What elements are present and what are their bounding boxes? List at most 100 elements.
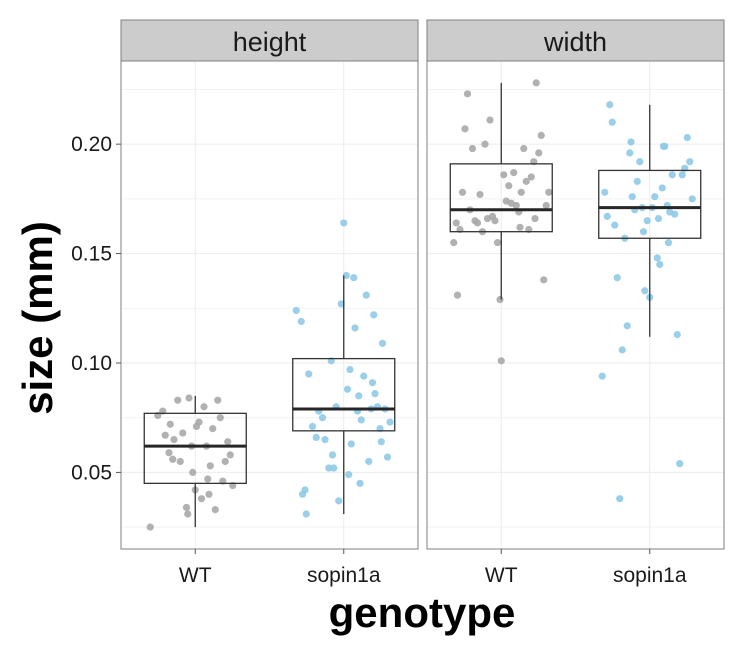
x-tick-label-height-sopin1a: sopin1a [307,564,381,587]
data-point-height-sopin1a [362,291,370,299]
data-point-height-wt [204,475,212,483]
data-point-height-wt [184,510,192,518]
data-point-height-sopin1a [292,306,300,315]
panel-border-width [426,60,725,550]
data-point-width-sopin1a [658,184,666,192]
data-point-height-wt [166,420,174,428]
panel-border-height [120,60,419,550]
data-point-height-wt [169,455,177,463]
data-point-height-sopin1a [378,339,387,347]
data-point-width-wt [497,357,505,365]
data-point-height-sopin1a [351,324,359,332]
data-point-height-wt [197,495,206,503]
data-point-height-sopin1a [345,470,353,479]
strip-width [426,19,725,62]
data-point-width-wt [461,125,469,133]
data-point-width-sopin1a [683,133,691,142]
data-point-height-wt [182,503,191,512]
data-point-height-wt [161,431,169,439]
data-point-height-wt [216,414,224,422]
data-point-height-sopin1a [318,414,327,422]
data-point-height-wt [214,396,222,404]
data-point-width-wt [500,171,508,179]
data-point-height-sopin1a [325,464,333,472]
x-axis-title: genotype [329,589,516,636]
strip-height [120,19,419,62]
panel-height: height [120,19,419,550]
data-point-width-sopin1a [676,460,684,468]
data-point-height-wt [165,449,173,457]
y-axis: 0.05 0.10 0.15 0.20 [71,133,121,484]
data-point-height-sopin1a [312,433,320,441]
data-point-width-wt [532,79,540,87]
data-point-height-sopin1a [355,392,363,400]
data-point-width-sopin1a [606,101,614,109]
data-point-width-wt [517,188,525,196]
y-tick-label: 0.05 [71,461,112,484]
data-point-width-sopin1a [603,212,611,220]
data-point-width-sopin1a [623,322,631,330]
data-point-width-wt [545,188,553,196]
data-point-height-sopin1a [377,438,385,446]
data-point-height-sopin1a [350,274,358,282]
data-point-width-sopin1a [659,142,668,150]
data-point-height-sopin1a [297,317,305,326]
data-point-width-wt [481,140,489,148]
data-point-width-wt [496,295,504,304]
data-point-height-wt [170,435,178,444]
data-point-height-wt [189,468,197,477]
box-width-sopin1a [598,169,702,239]
data-point-height-sopin1a [330,464,338,472]
data-point-height-wt [226,451,234,459]
data-point-width-wt [522,177,530,185]
y-tick-label: 0.10 [71,352,112,375]
x-tick-label-width-sopin1a: sopin1a [613,564,687,587]
data-point-height-sopin1a [357,416,365,424]
data-point-height-wt [224,438,232,446]
data-point-height-sopin1a [337,300,345,308]
data-point-width-wt [505,182,513,190]
data-point-height-wt [174,396,182,404]
data-point-width-wt [535,149,543,157]
data-point-width-wt [491,217,499,225]
data-point-height-sopin1a [328,451,337,459]
panel-width: width [426,19,725,550]
data-point-height-wt [185,394,193,402]
data-point-width-sopin1a [626,149,634,157]
data-point-width-sopin1a [654,214,663,223]
data-point-height-sopin1a [370,311,378,319]
data-point-width-wt [520,144,528,153]
strip-label-width: width [543,27,607,57]
data-point-height-wt [211,506,219,514]
data-point-width-wt [450,239,458,247]
x-tick-label-width-wt: WT [485,564,518,587]
x-tick-label-height-wt: WT [179,564,212,587]
data-point-height-wt [221,457,229,466]
data-point-width-sopin1a [598,372,606,380]
data-point-width-sopin1a [613,274,621,282]
data-point-width-sopin1a [608,118,616,126]
data-point-height-sopin1a [343,385,352,393]
data-point-height-sopin1a [347,440,355,448]
data-point-width-sopin1a [633,177,641,185]
data-point-width-sopin1a [641,287,649,295]
data-point-height-sopin1a [302,510,310,518]
data-point-width-sopin1a [616,495,624,503]
data-point-height-sopin1a [371,390,379,398]
data-point-height-wt [146,523,154,531]
data-point-width-sopin1a [673,330,681,339]
data-point-width-wt [510,169,518,177]
data-point-height-sopin1a [368,379,377,387]
data-point-width-wt [468,144,477,153]
data-point-height-sopin1a [342,271,350,280]
data-point-width-sopin1a [628,193,636,201]
data-point-height-sopin1a [365,457,373,466]
data-point-width-wt [476,190,484,199]
data-point-height-sopin1a [356,479,364,487]
data-point-width-sopin1a [653,254,661,262]
data-point-height-sopin1a [308,422,317,431]
data-point-width-sopin1a [664,239,673,247]
y-axis-title: size (mm) [14,221,61,415]
data-point-width-wt [537,131,545,140]
data-point-height-sopin1a [386,418,394,426]
